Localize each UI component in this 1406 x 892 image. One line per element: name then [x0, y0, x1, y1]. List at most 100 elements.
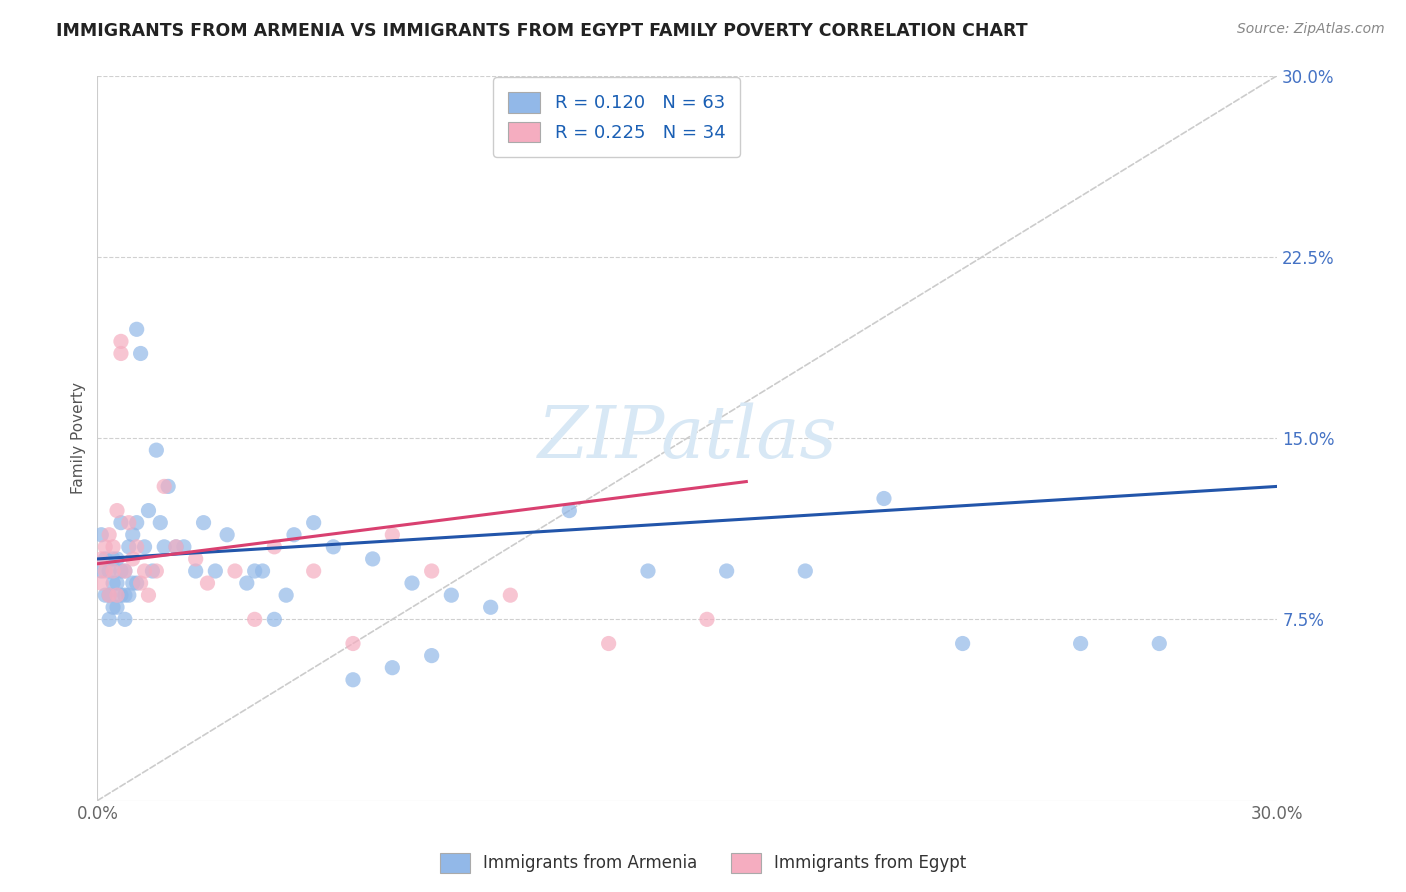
- Point: [125, 516, 148, 530]
- Point: [98, 564, 121, 578]
- Text: ZIPatlas: ZIPatlas: [537, 403, 837, 474]
- Point: [134, 564, 156, 578]
- Point: [302, 564, 325, 578]
- Point: [121, 527, 143, 541]
- Point: [105, 600, 128, 615]
- Point: [420, 564, 443, 578]
- Point: [236, 576, 259, 591]
- Point: [598, 636, 620, 650]
- Point: [204, 564, 226, 578]
- Point: [637, 564, 659, 578]
- Point: [243, 564, 266, 578]
- Point: [173, 540, 195, 554]
- Point: [153, 479, 176, 493]
- Point: [322, 540, 344, 554]
- Point: [118, 540, 141, 554]
- Point: [110, 564, 132, 578]
- Point: [90, 576, 112, 591]
- Point: [217, 527, 239, 541]
- Point: [118, 588, 141, 602]
- Point: [342, 636, 364, 650]
- Point: [873, 491, 896, 506]
- Point: [114, 612, 136, 626]
- Point: [105, 552, 128, 566]
- Point: [145, 443, 167, 458]
- Text: IMMIGRANTS FROM ARMENIA VS IMMIGRANTS FROM EGYPT FAMILY POVERTY CORRELATION CHAR: IMMIGRANTS FROM ARMENIA VS IMMIGRANTS FR…: [56, 22, 1028, 40]
- Y-axis label: Family Poverty: Family Poverty: [72, 382, 86, 494]
- Text: Source: ZipAtlas.com: Source: ZipAtlas.com: [1237, 22, 1385, 37]
- Point: [110, 516, 132, 530]
- Point: [98, 588, 121, 602]
- Point: [197, 576, 219, 591]
- Point: [105, 588, 128, 602]
- Point: [361, 552, 384, 566]
- Point: [193, 516, 215, 530]
- Point: [149, 516, 172, 530]
- Point: [263, 540, 285, 554]
- Point: [420, 648, 443, 663]
- Point: [157, 479, 180, 493]
- Point: [224, 564, 246, 578]
- Point: [98, 612, 121, 626]
- Point: [141, 564, 163, 578]
- Point: [101, 540, 124, 554]
- Point: [1149, 636, 1171, 650]
- Point: [110, 334, 132, 349]
- Point: [134, 540, 156, 554]
- Point: [90, 564, 112, 578]
- Legend: R = 0.120   N = 63, R = 0.225   N = 34: R = 0.120 N = 63, R = 0.225 N = 34: [494, 78, 740, 157]
- Point: [165, 540, 187, 554]
- Point: [558, 503, 581, 517]
- Point: [184, 564, 207, 578]
- Point: [114, 588, 136, 602]
- Point: [716, 564, 738, 578]
- Point: [121, 576, 143, 591]
- Point: [381, 527, 404, 541]
- Point: [129, 576, 152, 591]
- Point: [138, 503, 160, 517]
- Point: [952, 636, 974, 650]
- Point: [121, 552, 143, 566]
- Point: [243, 612, 266, 626]
- Point: [165, 540, 187, 554]
- Point: [98, 527, 121, 541]
- Point: [184, 552, 207, 566]
- Point: [499, 588, 522, 602]
- Point: [138, 588, 160, 602]
- Point: [283, 527, 305, 541]
- Point: [105, 576, 128, 591]
- Point: [98, 588, 121, 602]
- Point: [90, 527, 112, 541]
- Point: [145, 564, 167, 578]
- Point: [110, 346, 132, 360]
- Point: [1070, 636, 1092, 650]
- Point: [125, 576, 148, 591]
- Point: [94, 588, 117, 602]
- Point: [101, 576, 124, 591]
- Point: [114, 564, 136, 578]
- Point: [101, 600, 124, 615]
- Point: [276, 588, 298, 602]
- Legend: Immigrants from Armenia, Immigrants from Egypt: Immigrants from Armenia, Immigrants from…: [433, 847, 973, 880]
- Point: [302, 516, 325, 530]
- Point: [101, 564, 124, 578]
- Point: [90, 552, 112, 566]
- Point: [110, 588, 132, 602]
- Point: [696, 612, 718, 626]
- Point: [125, 322, 148, 336]
- Point: [440, 588, 463, 602]
- Point: [129, 346, 152, 360]
- Point: [94, 540, 117, 554]
- Point: [342, 673, 364, 687]
- Point: [794, 564, 817, 578]
- Point: [381, 661, 404, 675]
- Point: [153, 540, 176, 554]
- Point: [94, 552, 117, 566]
- Point: [479, 600, 502, 615]
- Point: [114, 564, 136, 578]
- Point: [101, 552, 124, 566]
- Point: [118, 516, 141, 530]
- Point: [263, 612, 285, 626]
- Point: [125, 540, 148, 554]
- Point: [252, 564, 274, 578]
